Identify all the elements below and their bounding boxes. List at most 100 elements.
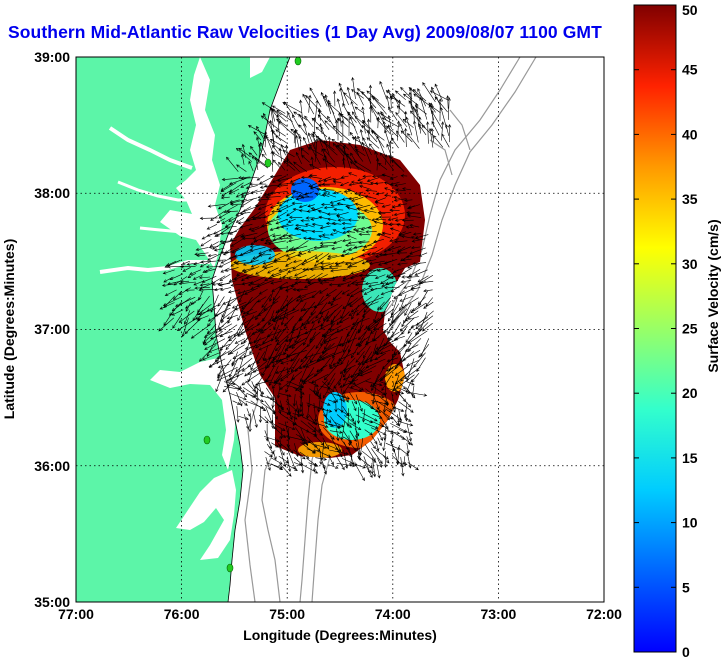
velocity-arrow bbox=[406, 451, 412, 469]
velocity-arrow bbox=[355, 336, 370, 347]
velocity-arrow bbox=[365, 317, 380, 329]
velocity-arrow bbox=[288, 381, 304, 389]
velocity-arrow bbox=[401, 235, 412, 239]
velocity-arrow bbox=[406, 443, 410, 454]
velocity-arrow bbox=[315, 253, 330, 263]
velocity-arrow bbox=[184, 288, 195, 292]
velocity-arrow bbox=[244, 287, 258, 295]
velocity-arrow bbox=[207, 253, 217, 258]
velocity-arrow bbox=[298, 135, 303, 157]
velocity-arrow bbox=[346, 234, 357, 240]
velocity-arrow bbox=[236, 357, 244, 378]
velocity-arrow bbox=[254, 373, 265, 389]
velocity-arrow bbox=[203, 325, 224, 338]
velocity-arrow bbox=[238, 398, 248, 406]
velocity-arrow bbox=[331, 138, 344, 148]
velocity-arrow bbox=[357, 177, 366, 182]
velocity-arrow bbox=[390, 189, 398, 194]
velocity-arrow bbox=[383, 413, 390, 421]
velocity-arrow bbox=[273, 260, 287, 264]
velocity-arrow bbox=[418, 123, 427, 136]
y-tick-label: 38:00 bbox=[34, 185, 70, 201]
velocity-arrow bbox=[272, 399, 284, 411]
velocity-arrow bbox=[227, 343, 240, 356]
velocity-arrow bbox=[366, 137, 380, 149]
velocity-arrow bbox=[342, 366, 352, 378]
velocity-arrow bbox=[357, 357, 373, 365]
velocity-arrow bbox=[300, 180, 310, 185]
velocity-arrow bbox=[309, 144, 321, 165]
velocity-arrow bbox=[258, 343, 272, 351]
velocity-arrow bbox=[347, 188, 356, 193]
velocity-arrow bbox=[268, 310, 275, 326]
velocity-arrow bbox=[164, 259, 181, 268]
velocity-arrow bbox=[300, 455, 305, 474]
velocity-arrow bbox=[238, 147, 251, 158]
velocity-arrow bbox=[393, 198, 407, 202]
velocity-arrow bbox=[428, 127, 434, 148]
velocity-arrow bbox=[405, 225, 414, 229]
velocity-arrow bbox=[400, 280, 412, 284]
velocity-arrow bbox=[399, 294, 407, 312]
velocity-arrow bbox=[233, 274, 248, 281]
velocity-arrow bbox=[246, 218, 261, 222]
station-marker bbox=[264, 158, 272, 168]
velocity-arrow bbox=[360, 287, 371, 293]
velocity-arrow bbox=[327, 372, 336, 386]
velocity-arrow bbox=[302, 371, 322, 384]
velocity-arrow bbox=[342, 338, 349, 353]
velocity-arrow bbox=[300, 427, 309, 447]
velocity-arrow bbox=[348, 142, 364, 162]
velocity-arrow bbox=[387, 246, 401, 252]
velocity-arrow bbox=[229, 198, 248, 205]
velocity-arrow bbox=[353, 245, 373, 249]
velocity-arrow bbox=[397, 203, 408, 207]
velocity-arrow bbox=[240, 176, 258, 180]
velocity-arrow bbox=[407, 391, 428, 397]
velocity-arrow bbox=[379, 297, 391, 311]
velocity-arrow bbox=[271, 442, 279, 448]
velocity-arrow bbox=[278, 121, 295, 136]
velocity-arrow bbox=[369, 406, 382, 413]
velocity-arrow bbox=[385, 95, 391, 113]
velocity-arrow bbox=[324, 337, 331, 351]
velocity-arrow bbox=[350, 180, 359, 184]
velocity-arrow bbox=[241, 314, 259, 325]
velocity-arrow bbox=[307, 393, 311, 409]
velocity-arrow bbox=[270, 269, 288, 277]
velocity-arrow bbox=[206, 224, 218, 230]
velocity-arrow bbox=[252, 254, 261, 260]
velocity-arrow bbox=[396, 251, 408, 255]
velocity-arrow bbox=[402, 93, 419, 106]
station-marker bbox=[294, 57, 302, 66]
velocity-arrow bbox=[404, 302, 412, 316]
velocity-arrow bbox=[336, 414, 352, 428]
velocity-arrow bbox=[396, 223, 406, 227]
velocity-arrow bbox=[348, 309, 359, 316]
velocity-arrow bbox=[337, 144, 349, 158]
velocity-arrow bbox=[252, 409, 258, 428]
velocity-arrow bbox=[386, 387, 405, 395]
velocity-arrow bbox=[341, 289, 350, 295]
velocity-arrow bbox=[272, 144, 280, 155]
velocity-arrow bbox=[404, 344, 419, 352]
velocity-arrow bbox=[276, 109, 293, 123]
velocity-arrow bbox=[346, 265, 357, 269]
velocity-arrow bbox=[373, 239, 384, 243]
velocity-arrow bbox=[320, 202, 331, 207]
velocity-arrow bbox=[180, 265, 196, 269]
velocity-arrow bbox=[258, 253, 272, 257]
velocity-arrow bbox=[243, 266, 260, 274]
velocity-arrow bbox=[193, 280, 205, 286]
colorbar-tick-label: 0 bbox=[682, 644, 690, 659]
velocity-arrow bbox=[221, 217, 233, 225]
velocity-arrow bbox=[294, 129, 298, 148]
velocity-arrow bbox=[288, 238, 302, 243]
velocity-arrow bbox=[361, 450, 377, 463]
velocity-arrow bbox=[215, 371, 224, 393]
velocity-arrow bbox=[418, 252, 428, 257]
velocity-arrow bbox=[164, 289, 177, 296]
velocity-arrow bbox=[262, 345, 269, 361]
velocity-arrow bbox=[292, 189, 302, 194]
velocity-arrow bbox=[269, 204, 279, 209]
